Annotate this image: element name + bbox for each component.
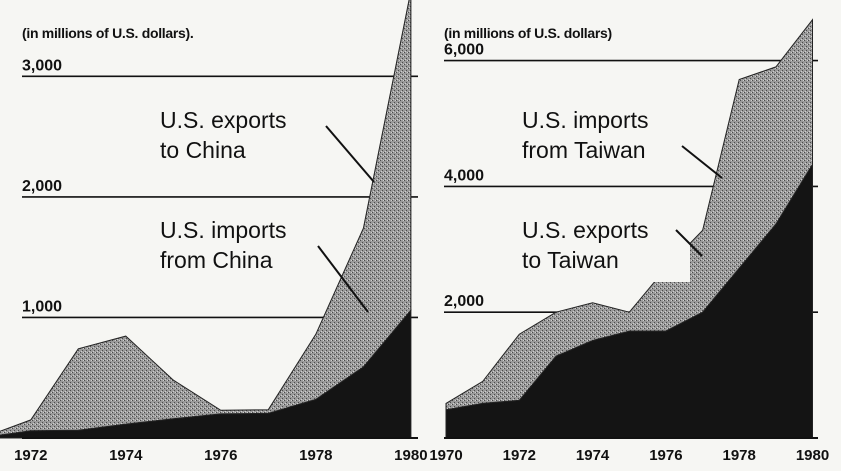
- taiwan-exports-label-line2: to Taiwan: [522, 247, 619, 273]
- china-exports-leader-line: [325, 125, 375, 183]
- taiwan-exports-label-line1: U.S. exports: [522, 217, 649, 243]
- taiwan-areas: [444, 18, 818, 439]
- china-x-tick-label: 1978: [299, 447, 332, 464]
- china-imports-annotation: U.S. imports from China: [150, 210, 369, 313]
- taiwan-unit-label: (in millions of U.S. dollars): [444, 25, 612, 41]
- china-chart-panel: (in millions of U.S. dollars). 1,000 2,00…: [0, 0, 428, 464]
- taiwan-imports-label-line2: from Taiwan: [522, 137, 646, 163]
- china-y-ticks: 1,000 2,000 3,000: [22, 57, 62, 315]
- taiwan-x-tick-label: 1972: [503, 447, 536, 464]
- china-imports-label-line2: from China: [160, 247, 273, 273]
- taiwan-x-tick-label: 1976: [649, 447, 682, 464]
- taiwan-exports-annotation: U.S. exports to Taiwan: [512, 210, 703, 282]
- taiwan-y-tick-label: 4,000: [444, 167, 484, 184]
- china-exports-label-bg: [150, 100, 326, 172]
- china-imports-label-line1: U.S. imports: [160, 217, 287, 243]
- taiwan-x-ticks: 1970 1972 1974 1976 1978 1980: [429, 447, 829, 464]
- taiwan-y-tick-label: 6,000: [444, 42, 484, 59]
- china-x-ticks: 1972 1974 1976 1978 1980: [14, 447, 427, 464]
- china-exports-label-line1: U.S. exports: [160, 107, 287, 133]
- china-area-top-series: [0, 0, 412, 436]
- taiwan-imports-annotation: U.S. imports from Taiwan: [522, 107, 723, 179]
- china-x-tick-label: 1972: [14, 447, 47, 464]
- taiwan-x-tick-label: 1980: [796, 447, 829, 464]
- taiwan-imports-leader-line: [681, 145, 723, 179]
- taiwan-area-top-series: [445, 18, 813, 411]
- china-imports-label-bg: [150, 210, 328, 282]
- taiwan-imports-label-line1: U.S. imports: [522, 107, 649, 133]
- taiwan-x-tick-label: 1978: [723, 447, 756, 464]
- china-y-tick-label: 2,000: [22, 178, 62, 195]
- china-exports-label-line2: to China: [160, 137, 246, 163]
- china-exports-annotation: U.S. exports to China: [150, 100, 375, 183]
- taiwan-exports-label-bg: [512, 210, 690, 282]
- china-y-tick-label: 3,000: [22, 57, 62, 74]
- china-y-tick-label: 1,000: [22, 298, 62, 315]
- china-imports-leader-line: [317, 245, 369, 313]
- taiwan-chart-panel: (in millions of U.S. dollars) 2,000 4,000…: [429, 18, 829, 464]
- taiwan-exports-leader-line: [675, 229, 703, 257]
- china-x-tick-label: 1980: [394, 447, 427, 464]
- taiwan-y-tick-label: 2,000: [444, 293, 484, 310]
- china-areas: [0, 0, 418, 439]
- china-x-tick-label: 1974: [109, 447, 143, 464]
- taiwan-x-tick-label: 1970: [429, 447, 462, 464]
- china-unit-label: (in millions of U.S. dollars).: [22, 25, 193, 41]
- taiwan-y-ticks: 2,000 4,000 6,000: [444, 42, 484, 311]
- china-x-tick-label: 1976: [204, 447, 237, 464]
- taiwan-x-tick-label: 1974: [576, 447, 610, 464]
